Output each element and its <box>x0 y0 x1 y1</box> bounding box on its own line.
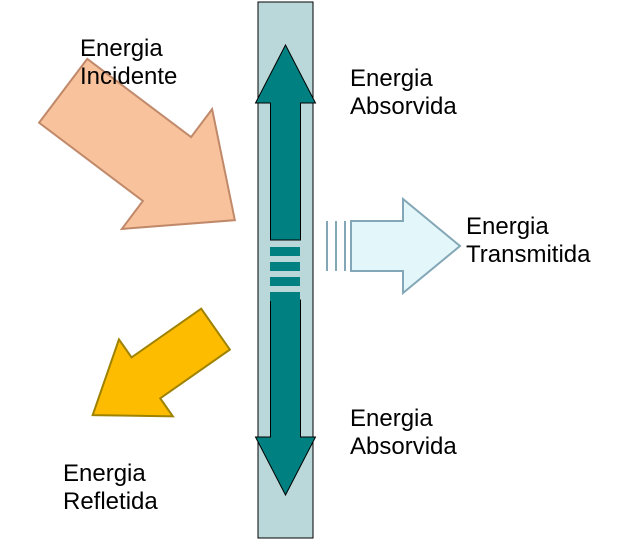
label-absorbed-top-l2: Absorvida <box>350 93 457 121</box>
transmitted-tail-lines <box>327 221 345 271</box>
label-transmitted-l2: Transmitida <box>466 241 590 269</box>
label-incident-l1: Energia <box>80 35 177 63</box>
label-reflected-l2: Refletida <box>63 488 158 516</box>
transmitted-arrow <box>351 199 460 293</box>
label-transmitted: Energia Transmitida <box>466 213 590 268</box>
label-reflected-l1: Energia <box>63 460 158 488</box>
reflected-arrow <box>66 291 243 454</box>
label-transmitted-l1: Energia <box>466 213 590 241</box>
label-absorbed-bottom: Energia Absorvida <box>350 405 457 460</box>
label-absorbed-bottom-l2: Absorvida <box>350 433 457 461</box>
label-absorbed-bottom-l1: Energia <box>350 405 457 433</box>
label-absorbed-top: Energia Absorvida <box>350 65 457 120</box>
label-incident-l2: Incidente <box>80 63 177 91</box>
label-reflected: Energia Refletida <box>63 460 158 515</box>
label-incident: Energia Incidente <box>80 35 177 90</box>
label-absorbed-top-l1: Energia <box>350 65 457 93</box>
